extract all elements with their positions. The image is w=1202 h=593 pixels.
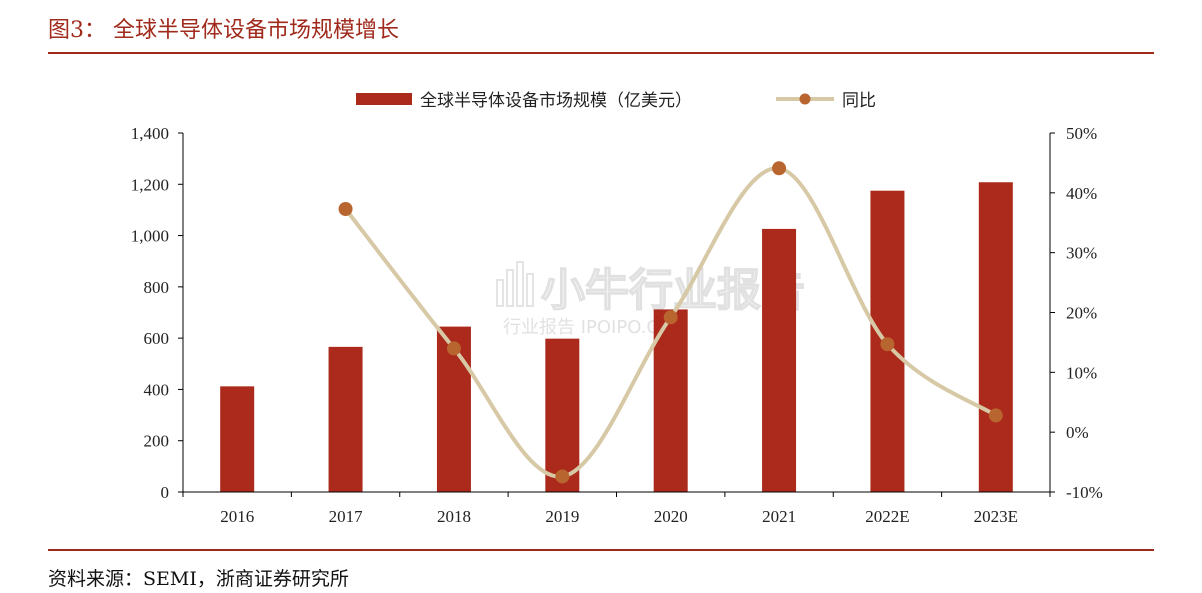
legend-line-label: 同比 <box>842 91 876 111</box>
bar-2021 <box>762 228 797 492</box>
left-tick-label: 200 <box>144 432 170 451</box>
right-tick-label: 30% <box>1066 244 1097 263</box>
yoy-point-2019 <box>555 469 570 484</box>
right-tick-label: 10% <box>1066 363 1097 382</box>
footer-rule <box>48 549 1154 551</box>
x-tick-label: 2016 <box>220 507 254 526</box>
bar-2020 <box>653 309 688 492</box>
title-rule <box>48 52 1154 54</box>
legend-bar-label: 全球半导体设备市场规模（亿美元） <box>420 91 692 111</box>
yoy-line <box>338 161 1003 484</box>
left-tick-label: 600 <box>144 329 170 348</box>
legend-line-marker <box>799 93 811 105</box>
figure-title: 图3： 全球半导体设备市场规模增长 <box>48 18 399 43</box>
right-tick-label: 20% <box>1066 304 1097 323</box>
left-tick-label: 800 <box>144 278 170 297</box>
watermark-logo-icon <box>496 261 534 307</box>
left-tick-label: 400 <box>144 380 170 399</box>
bar-2016 <box>220 386 255 492</box>
right-tick-label: 50% <box>1066 124 1097 143</box>
yoy-point-2023E <box>988 408 1003 423</box>
bar-2019 <box>545 338 580 492</box>
watermark-main: 小牛行业报告 <box>541 265 805 316</box>
x-tick-label: 2022E <box>865 507 909 526</box>
source-note: 资料来源：SEMI，浙商证券研究所 <box>48 568 349 590</box>
bar-2023E <box>978 182 1013 492</box>
yoy-point-2022E <box>880 337 895 352</box>
yoy-point-2021 <box>772 161 787 176</box>
watermark: 小牛行业报告 行业报告 IPOIPO.CN <box>496 261 806 338</box>
x-tick-label: 2017 <box>329 507 364 526</box>
x-tick-label: 2018 <box>437 507 471 526</box>
left-tick-label: 0 <box>161 483 170 502</box>
watermark-sub: 行业报告 IPOIPO.CN <box>503 317 672 338</box>
x-tick-label: 2021 <box>762 507 796 526</box>
bar-2017 <box>328 346 363 492</box>
axes: 0 200 400 600 800 1,000 1,200 1,400 -10% 0% 10% 20%… <box>131 124 1103 526</box>
right-tick-label: 0% <box>1066 423 1089 442</box>
legend-bar-swatch <box>356 93 412 105</box>
right-tick-label: -10% <box>1066 483 1103 502</box>
left-tick-label: 1,000 <box>131 227 169 246</box>
x-tick-label: 2019 <box>545 507 579 526</box>
x-tick-label: 2023E <box>974 507 1018 526</box>
legend: 全球半导体设备市场规模（亿美元） 同比 <box>356 91 876 111</box>
left-tick-label: 1,200 <box>131 175 169 194</box>
yoy-point-2018 <box>446 341 461 356</box>
left-tick-label: 1,400 <box>131 124 169 143</box>
yoy-point-2017 <box>338 201 353 216</box>
yoy-point-2020 <box>663 310 678 325</box>
x-tick-label: 2020 <box>654 507 688 526</box>
right-tick-label: 40% <box>1066 184 1097 203</box>
